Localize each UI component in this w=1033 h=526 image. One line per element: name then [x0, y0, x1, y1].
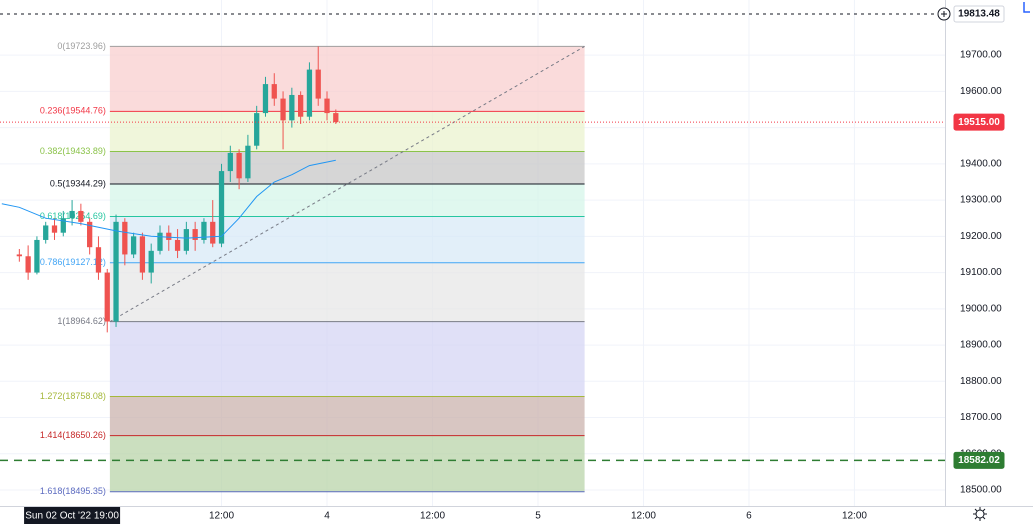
candle-body: [262, 84, 269, 114]
candle-body: [289, 94, 295, 121]
x-tick-label: 6: [746, 511, 752, 522]
fib-band: [109, 396, 585, 436]
candle-body: [78, 210, 84, 222]
fib-level-label: 0.382(19433.89): [40, 146, 106, 156]
candle-body: [87, 221, 93, 248]
candle-body: [280, 98, 286, 121]
candle-body: [122, 221, 128, 255]
fib-band: [109, 184, 585, 217]
x-tick-label: 5: [535, 511, 541, 522]
fib-band: [109, 216, 585, 263]
candle-body: [271, 84, 277, 99]
candle-body: [324, 98, 330, 114]
candle-body: [104, 272, 110, 322]
candle-body: [254, 113, 260, 146]
candle-body: [113, 221, 119, 322]
candle-body: [192, 229, 198, 240]
y-tick-label: 19400.00: [960, 158, 1002, 169]
y-tick-label: 19100.00: [960, 267, 1002, 278]
fib-trend-line: [109, 45, 585, 323]
y-tick-label: 18800.00: [960, 376, 1002, 387]
x-tick-label: 12:00: [842, 511, 867, 522]
candle-layer: [1, 46, 339, 333]
candle-body: [16, 254, 22, 257]
candle-body: [95, 247, 102, 273]
add-button[interactable]: [937, 7, 951, 21]
cursor-badge: [24, 507, 121, 524]
x-tick-label: 4: [324, 511, 330, 522]
candle-body: [69, 210, 75, 219]
y-tick-label: 19200.00: [960, 231, 1002, 242]
price-badge: [953, 5, 1005, 23]
axis-layer: 18500.0018600.0018700.0018800.0018900.00…: [24, 5, 1005, 524]
x-tick-label: 12:00: [209, 511, 234, 522]
price-badge-label: 18582.02: [958, 455, 1000, 466]
candle-body: [166, 232, 172, 240]
price-badge: [953, 451, 1005, 469]
x-tick-label: 12:00: [420, 511, 445, 522]
candle-body: [183, 229, 189, 251]
y-tick-label: 18500.00: [960, 485, 1002, 496]
price-badge-label: 19515.00: [958, 117, 1000, 128]
x-tick-label: 12:00: [631, 511, 656, 522]
y-tick-label: 18700.00: [960, 412, 1002, 423]
fib-level-label: 1.272(18758.08): [40, 391, 106, 401]
y-tick-label: 18900.00: [960, 340, 1002, 351]
y-tick-label: 19700.00: [960, 50, 1002, 61]
fib-level-label: 1.618(18495.35): [40, 486, 106, 496]
fib-level-label: 0.236(19544.76): [40, 106, 106, 116]
fib-layer: 0(19723.96) 0.236(19544.76) 0.382(19433.89…: [40, 41, 585, 496]
candle-body: [51, 225, 58, 233]
settings-button[interactable]: [973, 507, 987, 521]
corner-marker: [1023, 2, 1030, 13]
candle-body: [60, 218, 66, 233]
add-icon-plus: [941, 11, 947, 17]
candle-body: [333, 113, 339, 123]
candle-body: [218, 171, 225, 244]
fib-level-label: 0(19723.96): [57, 41, 106, 51]
y-tick-label: 19300.00: [960, 195, 1002, 206]
fib-band: [109, 321, 585, 397]
fib-band: [109, 46, 585, 112]
candle-body: [157, 232, 163, 251]
candle-body: [25, 256, 31, 273]
candle-body: [306, 69, 313, 117]
price-badge: [953, 113, 1005, 131]
candle-body: [201, 221, 207, 240]
fib-level-label: 1(18964.62): [57, 316, 106, 326]
candle-body: [130, 236, 137, 255]
fib-band: [109, 262, 585, 322]
fib-band: [109, 151, 585, 185]
settings-icon-teeth: [973, 507, 987, 521]
candle-body: [298, 94, 304, 117]
candle-body: [43, 225, 49, 240]
candle-body: [315, 69, 321, 99]
price-badge-label: 19813.48: [958, 9, 1000, 20]
candle-body: [34, 239, 40, 273]
y-tick-label: 19000.00: [960, 303, 1002, 314]
price-line-layer: [0, 13, 945, 462]
fib-band: [109, 111, 585, 152]
fib-level-label: 1.414(18650.26): [40, 430, 106, 440]
candle-body: [139, 236, 146, 273]
candle-body: [227, 152, 233, 172]
candle-body: [210, 221, 216, 244]
fib-level-label: 0.786(19127.12): [40, 257, 106, 267]
candle-body: [245, 145, 251, 179]
moving-average: [1, 159, 336, 239]
fib-level-label: 0.5(19344.29): [50, 178, 106, 188]
y-tick-label: 19600.00: [960, 86, 1002, 97]
candle-body: [236, 152, 242, 179]
cursor-label: Sun 02 Oct '22 19:00: [25, 511, 119, 522]
candle-body: [148, 250, 154, 273]
fib-band: [109, 435, 585, 492]
candle-body: [174, 239, 181, 251]
